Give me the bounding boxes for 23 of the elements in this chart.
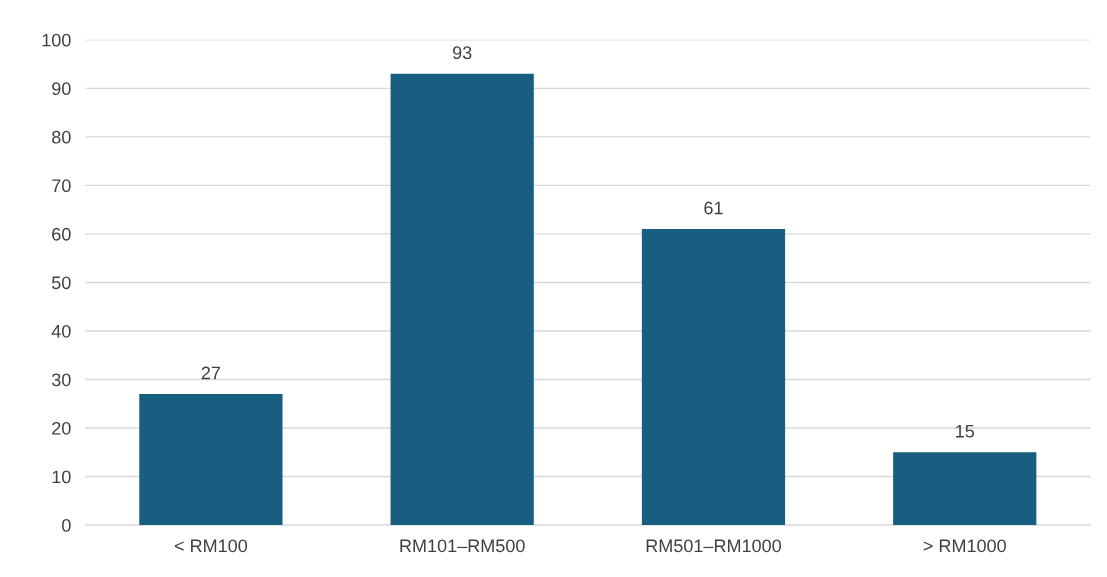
x-tick-label: RM101–RM500 bbox=[400, 539, 525, 553]
y-tick-label: 80 bbox=[52, 130, 71, 144]
y-tick-label: 70 bbox=[52, 179, 71, 193]
x-tick-label: < RM100 bbox=[174, 539, 248, 553]
y-tick-label: 60 bbox=[52, 227, 71, 241]
data-label: 61 bbox=[704, 201, 723, 215]
x-tick-label: > RM1000 bbox=[923, 539, 1006, 553]
y-tick-label: 0 bbox=[62, 519, 71, 532]
data-label: 27 bbox=[201, 366, 221, 380]
y-tick-label: 90 bbox=[52, 82, 71, 96]
y-tick-label: 40 bbox=[51, 324, 71, 338]
bar bbox=[139, 394, 283, 526]
y-tick-label: 50 bbox=[51, 276, 71, 290]
data-label: 93 bbox=[452, 46, 472, 60]
y-tick-label: 100 bbox=[42, 33, 71, 47]
data-label: 15 bbox=[956, 425, 975, 438]
y-tick-label: 20 bbox=[52, 421, 71, 435]
bar bbox=[390, 73, 534, 526]
bar bbox=[641, 229, 786, 526]
y-tick-label: 30 bbox=[51, 373, 71, 387]
bar bbox=[893, 452, 1037, 526]
y-tick-label: 10 bbox=[52, 470, 71, 484]
x-tick-label: RM501–RM1000 bbox=[646, 539, 782, 553]
